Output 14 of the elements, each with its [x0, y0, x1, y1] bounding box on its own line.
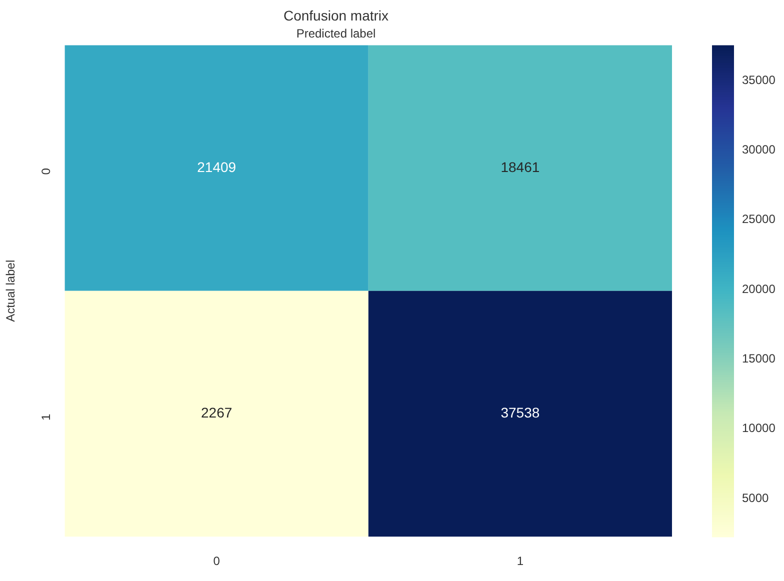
x-axis-title: Predicted label	[296, 26, 376, 40]
color-bar-label: 25000	[742, 212, 776, 226]
color-bar-label: 5000	[742, 490, 770, 505]
color-bar-label: 15000	[742, 352, 776, 366]
color-bar-label: 30000	[742, 142, 776, 157]
color-bar-label: 35000	[742, 72, 776, 87]
chart-title: Confusion matrix	[283, 7, 389, 24]
data-label: 37538	[500, 404, 540, 421]
y-axis-title: Actual label	[4, 260, 18, 322]
color-bar-label: 20000	[742, 282, 776, 296]
color-bar-label: 10000	[742, 421, 776, 436]
data-label: 2267	[201, 404, 232, 421]
data-label: 21409	[197, 158, 236, 175]
data-label: 18461	[500, 158, 540, 175]
